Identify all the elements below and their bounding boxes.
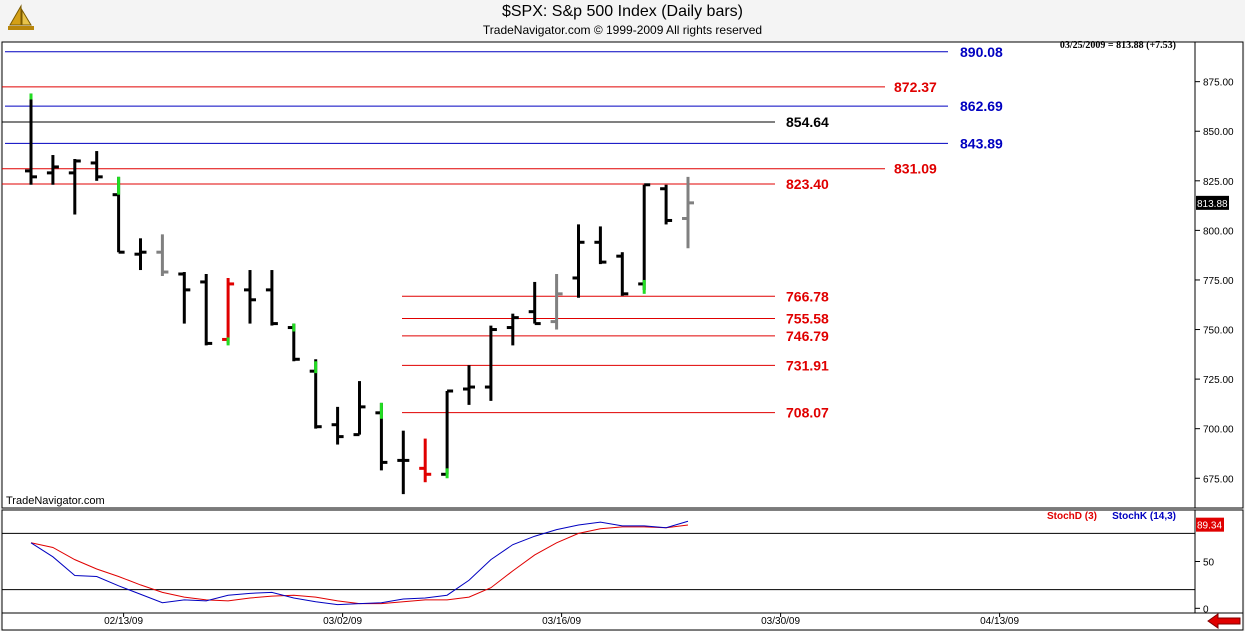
sailboat-logo-icon	[8, 4, 34, 30]
last-price-label: 813.88	[1197, 199, 1228, 210]
level-label: 755.58	[786, 310, 829, 326]
level-label: 746.79	[786, 328, 829, 344]
stochastic-panel	[1, 509, 1196, 614]
level-label: 862.69	[960, 98, 1003, 114]
price-tick-label: 850.00	[1203, 127, 1234, 138]
price-tick-label: 725.00	[1203, 375, 1234, 386]
scroll-left-arrow-icon[interactable]	[1207, 613, 1241, 629]
level-label: 708.07	[786, 405, 829, 421]
level-label: 731.91	[786, 357, 829, 373]
level-label: 872.37	[894, 79, 937, 95]
last-price-box	[1196, 195, 1229, 210]
date-tick-label: 03/16/09	[542, 616, 581, 627]
date-tick-label: 03/30/09	[761, 616, 800, 627]
date-tick-label: 03/02/09	[323, 616, 362, 627]
level-label: 766.78	[786, 288, 829, 304]
price-tick-label: 875.00	[1203, 78, 1234, 89]
stochastic-tick-label: 50	[1203, 558, 1215, 569]
stochastic-tick-label: 0	[1203, 604, 1209, 615]
quote-readout: 03/25/2009 = 813.88 (+7.53)	[1060, 40, 1176, 51]
level-label: 823.40	[786, 176, 829, 192]
chart-title: $SPX: S&p 500 Index (Daily bars)	[501, 3, 743, 20]
chart-subtitle: TradeNavigator.com © 1999-2009 All right…	[482, 23, 763, 37]
stochastic-value-label: 89.34	[1197, 521, 1222, 532]
date-tick-label: 04/13/09	[980, 616, 1019, 627]
level-label: 890.08	[960, 44, 1003, 60]
stochastic-value-box	[1196, 517, 1224, 532]
level-label: 831.09	[894, 161, 937, 177]
stochd-legend: StochD (3)	[1047, 511, 1097, 522]
price-panel	[1, 41, 1196, 509]
price-axis	[1194, 41, 1244, 509]
price-tick-label: 775.00	[1203, 276, 1234, 287]
stochk-legend: StochK (14,3)	[1112, 511, 1176, 522]
price-tick-label: 825.00	[1203, 177, 1234, 188]
price-tick-label: 675.00	[1203, 474, 1234, 485]
price-tick-label: 700.00	[1203, 425, 1234, 436]
stochastic-series-line	[30, 520, 689, 606]
price-tick-label: 750.00	[1203, 326, 1234, 337]
level-label: 854.64	[786, 114, 829, 130]
watermark: TradeNavigator.com	[6, 495, 105, 507]
date-axis	[1, 612, 1244, 631]
level-label: 843.89	[960, 135, 1003, 151]
price-tick-label: 800.00	[1203, 226, 1234, 237]
date-tick-label: 02/13/09	[104, 616, 143, 627]
